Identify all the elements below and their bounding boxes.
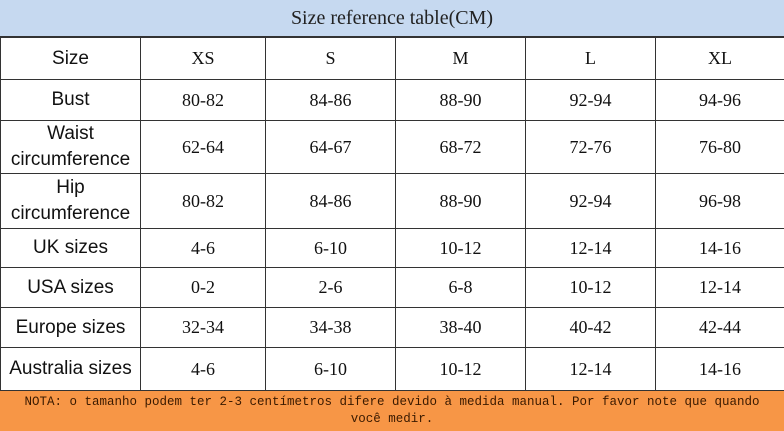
cell: 10-12 — [525, 267, 656, 308]
cell: 4-6 — [140, 347, 266, 391]
table-row: Waist circumference 62-64 64-67 68-72 72-76 7… — [0, 120, 784, 174]
cell: 96-98 — [655, 173, 784, 229]
cell: 12-14 — [525, 347, 656, 391]
cell: 72-76 — [525, 120, 656, 174]
cell: L — [525, 37, 656, 80]
table-row: Australia sizes 4-6 6-10 10-12 12-14 14-16 — [0, 347, 784, 391]
cell: 0-2 — [140, 267, 266, 308]
row-label: USA sizes — [0, 267, 141, 308]
table-row: Bust 80-82 84-86 88-90 92-94 94-96 — [0, 79, 784, 121]
row-label: UK sizes — [0, 228, 141, 268]
cell: 14-16 — [655, 228, 784, 268]
row-label: Hip circumference — [0, 173, 141, 229]
cell: 6-8 — [395, 267, 526, 308]
size-table: Size XS S M L XL Bust 80-82 84-86 88-90 92-94 94-96… — [0, 37, 784, 391]
table-row: USA sizes 0-2 2-6 6-8 10-12 12-14 — [0, 267, 784, 308]
cell: 62-64 — [140, 120, 266, 174]
cell: 6-10 — [265, 228, 396, 268]
cell: 2-6 — [265, 267, 396, 308]
cell: 38-40 — [395, 307, 526, 348]
row-label: Size — [0, 37, 141, 80]
cell: 84-86 — [265, 79, 396, 121]
cell: 40-42 — [525, 307, 656, 348]
cell: 80-82 — [140, 79, 266, 121]
cell: XL — [655, 37, 784, 80]
cell: 88-90 — [395, 79, 526, 121]
cell: 68-72 — [395, 120, 526, 174]
cell: 94-96 — [655, 79, 784, 121]
cell: 92-94 — [525, 79, 656, 121]
cell: 14-16 — [655, 347, 784, 391]
table-row: UK sizes 4-6 6-10 10-12 12-14 14-16 — [0, 228, 784, 268]
row-label: Bust — [0, 79, 141, 121]
cell: 42-44 — [655, 307, 784, 348]
cell: 12-14 — [525, 228, 656, 268]
cell: 88-90 — [395, 173, 526, 229]
cell: XS — [140, 37, 266, 80]
cell: S — [265, 37, 396, 80]
row-label: Europe sizes — [0, 307, 141, 348]
note: NOTA: o tamanho podem ter 2-3 centímetro… — [0, 391, 784, 431]
cell: 4-6 — [140, 228, 266, 268]
cell: 32-34 — [140, 307, 266, 348]
table-row: Hip circumference 80-82 84-86 88-90 92-94 96-… — [0, 173, 784, 229]
cell: 64-67 — [265, 120, 396, 174]
row-label: Waist circumference — [0, 120, 141, 174]
cell: 84-86 — [265, 173, 396, 229]
table-title: Size reference table(CM) — [0, 0, 784, 37]
cell: 12-14 — [655, 267, 784, 308]
cell: 34-38 — [265, 307, 396, 348]
table-row: Europe sizes 32-34 34-38 38-40 40-42 42-44 — [0, 307, 784, 348]
cell: 10-12 — [395, 347, 526, 391]
table-row: Size XS S M L XL — [0, 37, 784, 80]
cell: 80-82 — [140, 173, 266, 229]
cell: M — [395, 37, 526, 80]
cell: 92-94 — [525, 173, 656, 229]
cell: 76-80 — [655, 120, 784, 174]
cell: 10-12 — [395, 228, 526, 268]
cell: 6-10 — [265, 347, 396, 391]
row-label: Australia sizes — [0, 347, 141, 391]
